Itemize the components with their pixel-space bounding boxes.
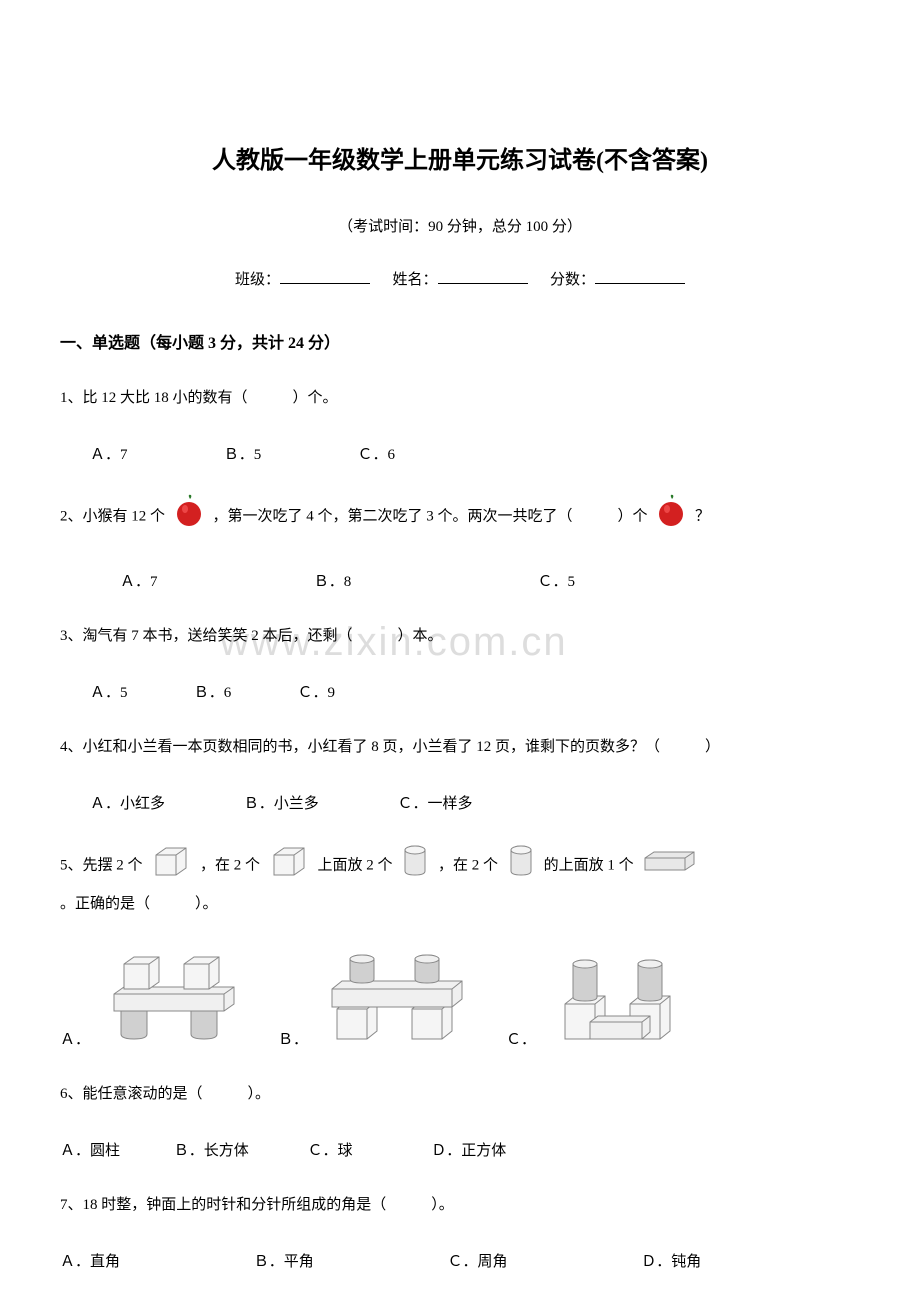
cube-icon <box>151 843 191 889</box>
q2-text-mid: ，第一次吃了 4 个，第二次吃了 3 个。两次一共吃了（ ）个 <box>213 508 648 524</box>
question-7: 7、18 时整，钟面上的时针和分针所组成的角是（ ）。 <box>60 1190 860 1220</box>
q2-text-before: 2、小猴有 12 个 <box>60 508 165 524</box>
q3-opt-a: Ａ．5 <box>90 681 190 702</box>
section-1-header: 一、单选题（每小题 3 分，共计 24 分） <box>60 329 860 353</box>
student-info-row: 班级： 姓名： 分数： <box>60 266 860 289</box>
q5-image-a <box>104 949 244 1049</box>
name-label: 姓名： <box>392 272 437 288</box>
q3-opt-c: Ｃ．9 <box>298 681 336 702</box>
q4-opt-c: Ｃ．一样多 <box>398 792 473 813</box>
q7-opt-a: Ａ．直角 <box>60 1250 250 1271</box>
cylinder-icon <box>401 843 429 889</box>
q7-opt-c: Ｃ．周角 <box>448 1250 638 1271</box>
q5-text-6: 。正确的是（ ）。 <box>60 896 218 912</box>
q5-answer-images: Ａ． Ｂ． <box>60 949 860 1049</box>
q2-opt-a: Ａ．7 <box>120 570 310 591</box>
q4-opt-b: Ｂ．小兰多 <box>244 792 394 813</box>
exam-info: （考试时间：90 分钟，总分 100 分） <box>60 215 860 236</box>
content-container: 人教版一年级数学上册单元练习试卷(不含答案) （考试时间：90 分钟，总分 10… <box>60 140 860 1271</box>
q7-opt-b: Ｂ．平角 <box>254 1250 444 1271</box>
q3-options: Ａ．5 Ｂ．6 Ｃ．9 <box>60 681 860 702</box>
q5-text-1: 5、先摆 2 个 <box>60 857 143 873</box>
q1-opt-b: Ｂ．5 <box>224 443 354 464</box>
q5-opt-b-label: Ｂ． <box>278 1028 308 1049</box>
q6-opt-a: Ａ．圆柱 <box>60 1139 170 1160</box>
q2-options: Ａ．7 Ｂ．8 Ｃ．5 <box>60 570 860 591</box>
q4-options: Ａ．小红多 Ｂ．小兰多 Ｃ．一样多 <box>60 792 860 813</box>
q2-text-after: ？ <box>695 508 710 524</box>
q6-opt-c: Ｃ．球 <box>308 1139 428 1160</box>
q7-options: Ａ．直角 Ｂ．平角 Ｃ．周角 Ｄ．钝角 <box>60 1250 860 1271</box>
q5-opt-c-label: Ｃ． <box>506 1028 536 1049</box>
q6-opt-d: Ｄ．正方体 <box>431 1139 506 1160</box>
q5-opt-a-label: Ａ． <box>60 1028 90 1049</box>
score-blank <box>595 266 685 284</box>
apple-icon <box>656 494 686 540</box>
q1-opt-c: Ｃ．6 <box>358 443 396 464</box>
class-label: 班级： <box>235 272 280 288</box>
cylinder-icon <box>507 843 535 889</box>
q6-options: Ａ．圆柱 Ｂ．长方体 Ｃ．球 Ｄ．正方体 <box>60 1139 860 1160</box>
q5-text-4: ，在 2 个 <box>438 857 498 873</box>
q7-opt-d: Ｄ．钝角 <box>641 1250 701 1271</box>
class-blank <box>280 266 370 284</box>
cuboid-icon <box>642 850 697 883</box>
question-1: 1、比 12 大比 18 小的数有（ ）个。 <box>60 383 860 413</box>
q5-image-c <box>550 949 690 1049</box>
q1-options: Ａ．7 Ｂ．5 Ｃ．6 <box>60 443 860 464</box>
question-2: 2、小猴有 12 个 ，第一次吃了 4 个，第二次吃了 3 个。两次一共吃了（ … <box>60 494 860 540</box>
q5-text-3: 上面放 2 个 <box>318 857 393 873</box>
q2-opt-c: Ｃ．5 <box>538 570 576 591</box>
q5-text-5: 的上面放 1 个 <box>544 857 634 873</box>
q2-opt-b: Ｂ．8 <box>314 570 534 591</box>
q5-image-b <box>322 949 472 1049</box>
q6-opt-b: Ｂ．长方体 <box>174 1139 304 1160</box>
score-label: 分数： <box>550 272 595 288</box>
q5-text-2: ，在 2 个 <box>200 857 260 873</box>
page-title: 人教版一年级数学上册单元练习试卷(不含答案) <box>60 140 860 175</box>
question-5: 5、先摆 2 个 ，在 2 个 上面放 2 个 ，在 2 个 <box>60 843 860 919</box>
question-4: 4、小红和小兰看一本页数相同的书，小红看了 8 页，小兰看了 12 页，谁剩下的… <box>60 732 860 762</box>
q4-opt-a: Ａ．小红多 <box>90 792 240 813</box>
q1-opt-a: Ａ．7 <box>90 443 220 464</box>
cube-icon <box>269 843 309 889</box>
question-3: 3、淘气有 7 本书，送给笑笑 2 本后，还剩（ ）本。 <box>60 621 860 651</box>
q3-opt-b: Ｂ．6 <box>194 681 294 702</box>
name-blank <box>438 266 528 284</box>
apple-icon <box>174 494 204 540</box>
question-6: 6、能任意滚动的是（ ）。 <box>60 1079 860 1109</box>
